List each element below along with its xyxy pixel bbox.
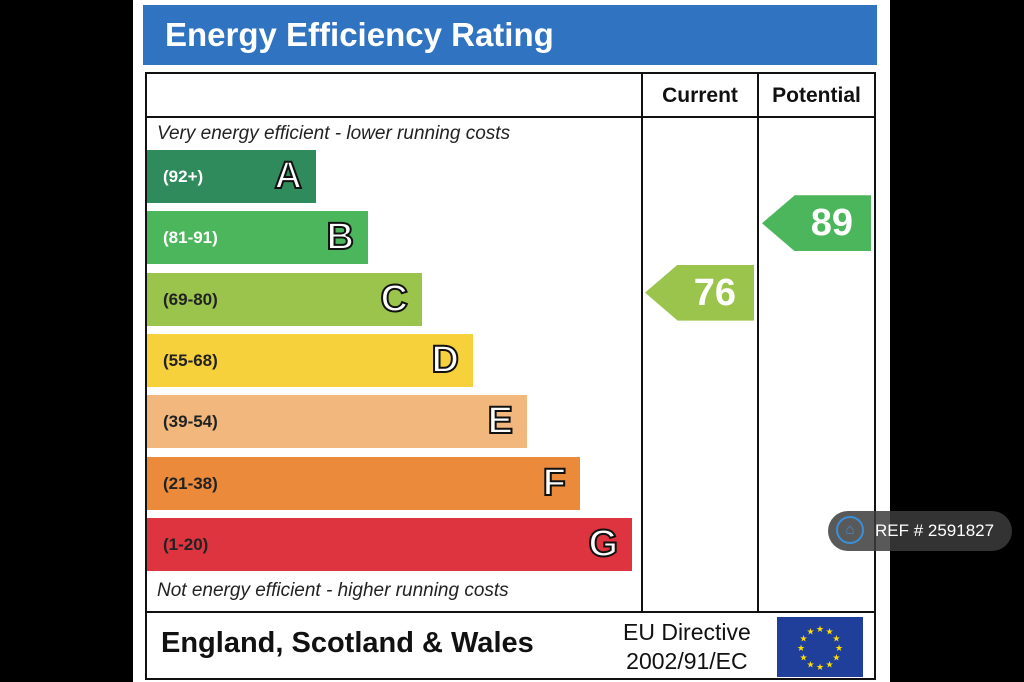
band-g: (1-20) G [147, 517, 632, 571]
ref-text: REF # 2591827 [875, 521, 995, 540]
band-f: (21-38) F [147, 456, 580, 510]
star-icon: ★ [835, 643, 843, 653]
band-range: (1-20) [163, 534, 209, 554]
region-label: England, Scotland & Wales [161, 627, 534, 659]
chart-title: Energy Efficiency Rating [143, 5, 877, 65]
band-d: (55-68) D [147, 333, 473, 387]
bottom-note: Not energy efficient - higher running co… [157, 580, 509, 601]
eu-directive: EU Directive 2002/91/EC [623, 618, 751, 676]
top-note: Very energy efficient - lower running co… [157, 123, 511, 144]
divider [147, 116, 874, 118]
column-potential: Potential [772, 84, 861, 107]
band-range: (39-54) [163, 412, 218, 432]
band-a: (92+) A [147, 150, 316, 203]
star-icon: ★ [816, 662, 824, 672]
star-icon: ★ [797, 643, 805, 653]
band-e: (39-54) E [147, 395, 527, 449]
star-icon: ★ [816, 624, 824, 634]
directive-line2: 2002/91/EC [626, 648, 748, 674]
potential-rating-arrow: 89 [762, 195, 871, 252]
eu-flag-icon: ★ ★ ★ ★ ★ ★ ★ ★ ★ ★ ★ ★ [777, 617, 863, 677]
column-current: Current [662, 84, 738, 107]
ref-badge[interactable]: ⌂ REF # 2591827 [828, 511, 1012, 551]
divider [757, 74, 759, 613]
divider [641, 74, 643, 613]
star-icon: ★ [832, 634, 840, 644]
band-range: (21-38) [163, 473, 218, 493]
band-letter: B [326, 215, 355, 259]
band-range: (92+) [163, 167, 204, 186]
star-icon: ★ [800, 634, 808, 644]
band-letter: C [380, 277, 409, 321]
band-letter: F [542, 461, 567, 505]
star-icon: ★ [825, 627, 833, 637]
band-letter: E [487, 399, 514, 443]
band-b: (81-91) B [147, 211, 368, 265]
band-c: (69-80) C [147, 272, 422, 326]
band-letter: G [587, 522, 619, 566]
band-letter: A [274, 154, 303, 198]
band-letter: D [431, 338, 460, 382]
star-icon: ★ [806, 627, 814, 637]
band-range: (55-68) [163, 350, 218, 370]
band-range: (81-91) [163, 228, 218, 248]
star-icon: ★ [800, 653, 808, 663]
directive-line1: EU Directive [623, 619, 751, 645]
star-icon: ★ [825, 659, 833, 669]
band-range: (69-80) [163, 289, 218, 309]
star-icon: ★ [806, 659, 814, 669]
divider [147, 611, 874, 613]
star-icon: ★ [832, 653, 840, 663]
home-icon: ⌂ [836, 516, 864, 544]
epc-table: Current Potential Very energy efficient … [145, 72, 876, 680]
current-rating-arrow: 76 [645, 264, 754, 321]
